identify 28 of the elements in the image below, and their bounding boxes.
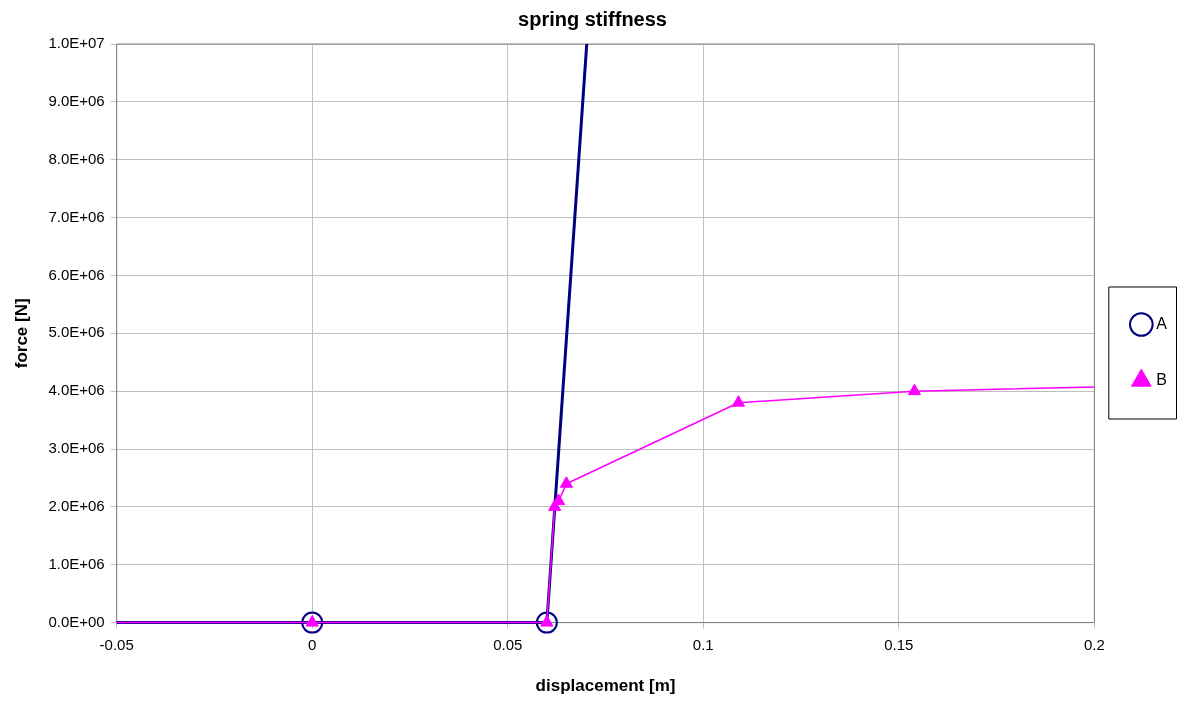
- x-tick-label: 0.15: [884, 635, 914, 653]
- point: [535, 611, 558, 634]
- y-tick-label: 5.0E+06: [48, 323, 105, 341]
- y-tick-label: 7.0E+06: [48, 207, 105, 225]
- legend-label: B: [1156, 370, 1167, 388]
- y-tick-label: 3.0E+06: [48, 439, 105, 457]
- y-tick-label: 1.0E+06: [48, 554, 105, 572]
- y-tick-label: 6.0E+06: [48, 265, 105, 283]
- x-tick-label: 0.2: [1083, 635, 1105, 653]
- y-tick-label: 8.0E+06: [48, 149, 105, 167]
- x-tick-label: 0: [308, 635, 317, 653]
- point: [731, 395, 746, 407]
- point: [552, 493, 566, 506]
- x-axis-title: displacement [m]: [535, 676, 676, 696]
- x-tick-label: 0.1: [692, 635, 714, 653]
- x-tick-label: -0.05: [99, 635, 134, 653]
- point: [301, 611, 324, 634]
- y-axis-title: force [N]: [11, 298, 31, 369]
- y-tick-label: 1.0E+07: [48, 34, 105, 52]
- point: [907, 383, 922, 396]
- point: [559, 476, 573, 488]
- y-tick-label: 0.0E+00: [48, 612, 105, 630]
- legend-label: A: [1156, 314, 1168, 332]
- y-tick-label: 4.0E+06: [48, 381, 105, 399]
- x-tick-label: 0.05: [493, 635, 523, 653]
- y-tick-label: 2.0E+06: [48, 497, 105, 515]
- y-tick-label: 9.0E+06: [48, 92, 105, 109]
- chart-title: spring stiffness: [518, 7, 667, 30]
